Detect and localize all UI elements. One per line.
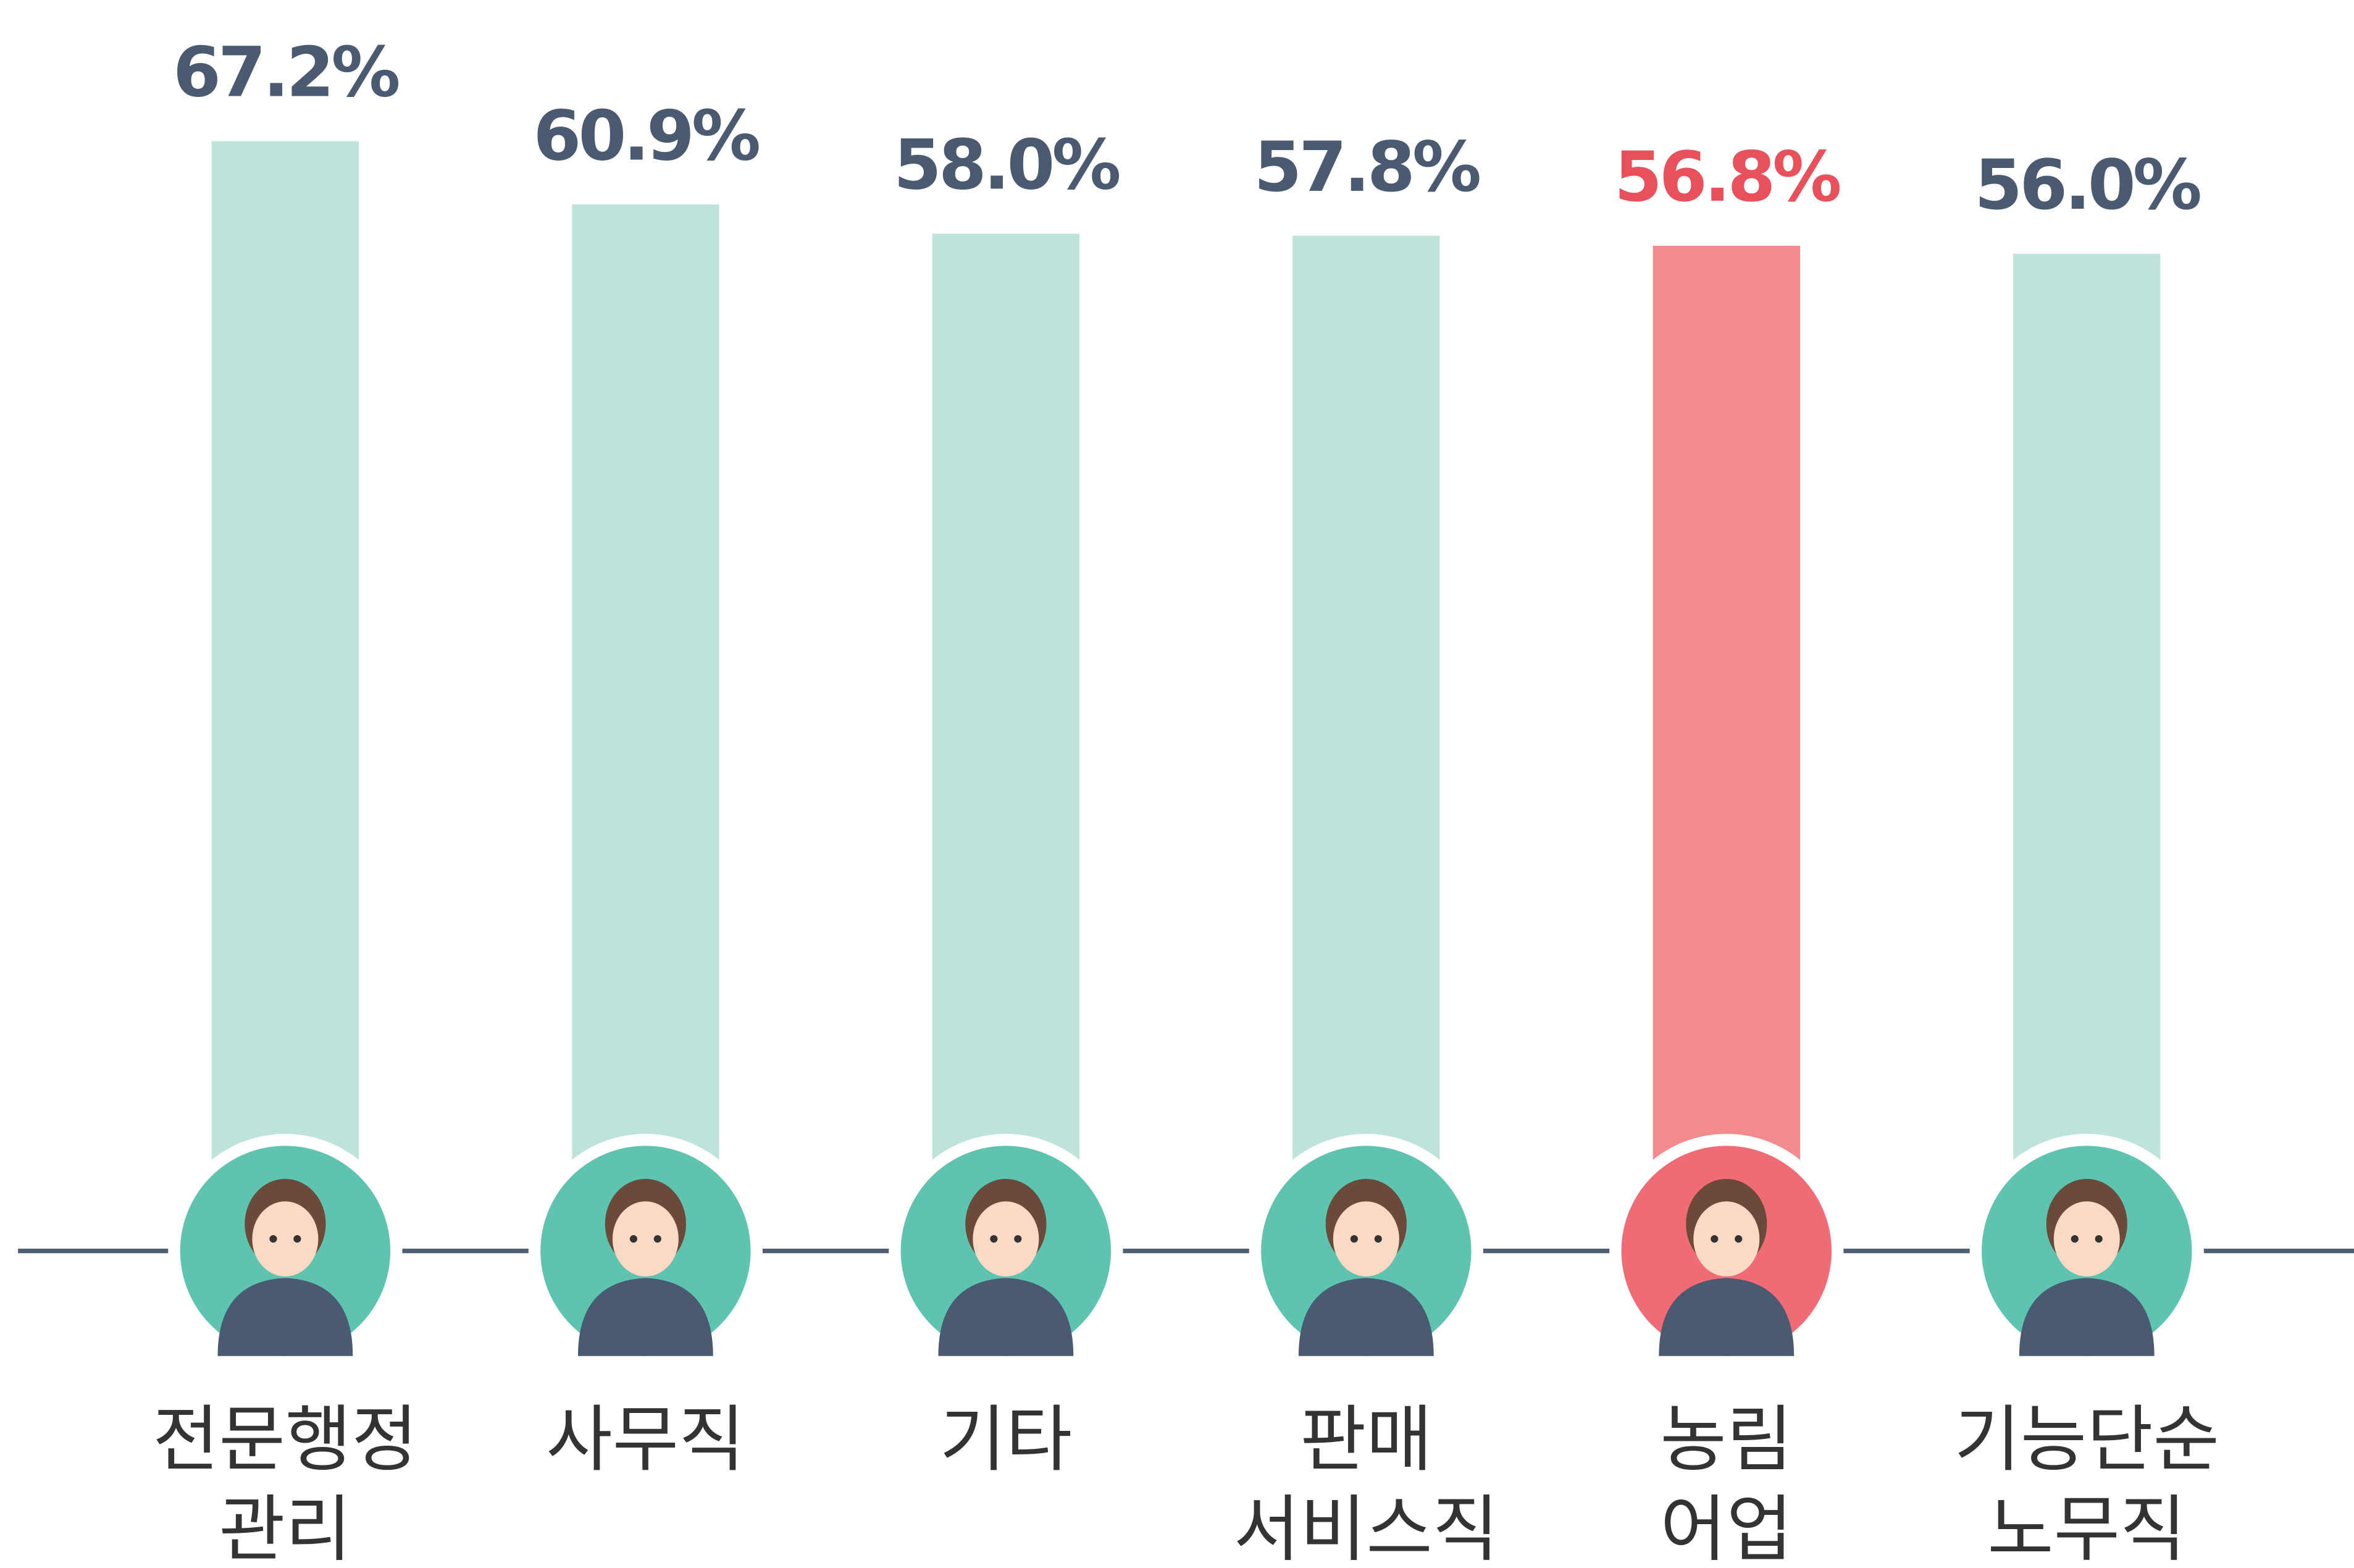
avatar-face — [2053, 1201, 2120, 1277]
value-label: 60.9% — [534, 96, 759, 176]
avatar-eye — [1014, 1235, 1022, 1243]
avatar — [1298, 1178, 1434, 1356]
avatar-face — [1693, 1201, 1760, 1277]
category-label: 기능단순 노무직 — [1954, 1398, 2219, 1568]
bar — [932, 233, 1079, 1251]
avatar-body — [2019, 1278, 2155, 1356]
avatar-eye — [293, 1235, 301, 1243]
avatar-eye — [653, 1235, 661, 1243]
avatar — [217, 1178, 353, 1356]
value-label: 67.2% — [173, 33, 398, 113]
avatar-body — [1298, 1278, 1434, 1356]
avatar-eye — [1374, 1235, 1382, 1243]
avatar-body — [1659, 1278, 1795, 1356]
bar — [2013, 254, 2161, 1251]
avatar-body — [938, 1278, 1074, 1356]
avatar-eye — [1711, 1235, 1719, 1243]
avatar-eye — [1735, 1235, 1743, 1243]
category-label: 사무직 — [546, 1398, 745, 1482]
value-label: 57.8% — [1254, 127, 1479, 208]
avatar-eye — [2095, 1235, 2103, 1243]
category-label: 전문행정 관리 — [153, 1398, 417, 1568]
avatar-eye — [2071, 1235, 2079, 1243]
value-label: 56.0% — [1974, 145, 2200, 225]
category-label: 농림 어업 — [1660, 1398, 1793, 1568]
bar — [211, 141, 359, 1251]
avatar-eye — [629, 1235, 638, 1243]
avatar-face — [252, 1201, 319, 1277]
bar — [1652, 245, 1800, 1251]
avatar — [938, 1178, 1074, 1356]
avatar — [577, 1178, 713, 1356]
avatar-face — [1333, 1201, 1399, 1277]
avatar-face — [973, 1201, 1039, 1277]
value-label: 58.0% — [894, 125, 1119, 206]
avatar — [1659, 1178, 1795, 1356]
bar — [1292, 235, 1440, 1251]
avatar-face — [612, 1201, 679, 1277]
avatar-body — [577, 1278, 713, 1356]
bar — [572, 204, 719, 1251]
avatar-eye — [1350, 1235, 1358, 1243]
value-label: 56.8% — [1614, 137, 1840, 217]
avatar — [2019, 1178, 2155, 1356]
avatar-eye — [990, 1235, 998, 1243]
avatar-body — [217, 1278, 353, 1356]
category-label: 판매 서비스직 — [1234, 1398, 1499, 1568]
avatar-eye — [269, 1235, 277, 1243]
category-label: 기타 — [939, 1398, 1072, 1482]
